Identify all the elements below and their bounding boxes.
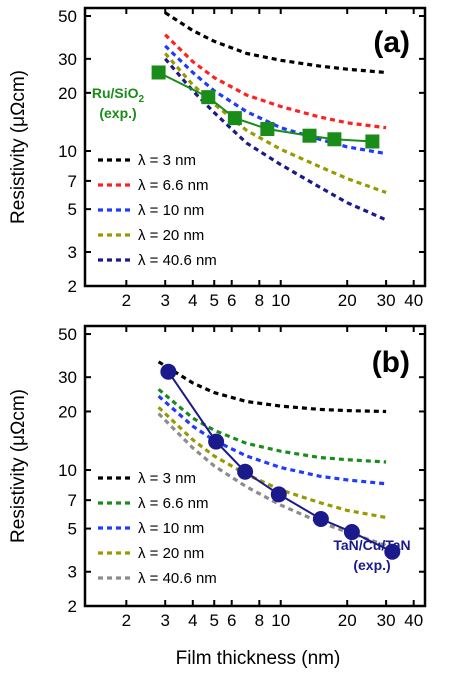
data-point <box>312 511 329 528</box>
legend-entry: λ = 20 nm <box>138 227 204 244</box>
x-tick-label: 5 <box>209 611 218 630</box>
x-tick-label: 20 <box>338 291 357 310</box>
annotation-label-2: (exp.) <box>99 105 136 121</box>
y-tick-label: 50 <box>58 325 77 344</box>
y-axis-label: Resistivity (μΩcm) <box>8 389 29 543</box>
data-point <box>343 524 360 541</box>
x-tick-label: 10 <box>271 291 290 310</box>
y-tick-label: 30 <box>58 368 77 387</box>
series-line-0 <box>157 360 387 414</box>
x-tick-label: 3 <box>160 611 169 630</box>
legend-entry: λ = 20 nm <box>138 545 204 562</box>
data-point <box>365 134 380 149</box>
y-tick-label: 10 <box>58 461 77 480</box>
x-tick-label: 40 <box>404 611 423 630</box>
series-line-3 <box>163 52 387 195</box>
y-tick-label: 3 <box>68 243 77 262</box>
data-point <box>151 65 166 80</box>
y-tick-label: 2 <box>68 277 77 296</box>
annotation-label: Ru/SiO2 <box>92 85 145 105</box>
legend-entry: λ = 6.6 nm <box>138 495 208 512</box>
data-point <box>327 132 342 147</box>
series-line-4 <box>157 412 387 547</box>
data-point <box>270 486 287 503</box>
data-point <box>302 128 317 143</box>
data-point <box>260 121 275 136</box>
x-tick-label: 20 <box>338 611 357 630</box>
plot-frame <box>83 6 427 288</box>
x-tick-label: 30 <box>377 611 396 630</box>
legend-entry: λ = 3 nm <box>138 470 196 487</box>
legend-entry: λ = 6.6 nm <box>138 177 208 194</box>
y-tick-label: 20 <box>58 84 77 103</box>
x-tick-label: 4 <box>188 291 197 310</box>
data-point <box>208 433 225 450</box>
annotation-label: TaN/Cu/TaN <box>333 537 410 553</box>
y-tick-label: 5 <box>68 520 77 539</box>
data-point <box>201 90 216 105</box>
y-tick-label: 2 <box>68 597 77 616</box>
y-tick-label: 7 <box>68 172 77 191</box>
series-line-1 <box>164 33 387 130</box>
annotation-label-2: (exp.) <box>353 557 390 573</box>
x-tick-label: 10 <box>271 611 290 630</box>
x-tick-label: 4 <box>188 611 197 630</box>
x-axis-label: Film thickness (nm) <box>176 648 341 669</box>
x-tick-label: 8 <box>255 291 264 310</box>
y-tick-label: 10 <box>58 142 77 161</box>
legend-entry: λ = 40.6 nm <box>138 570 217 587</box>
x-tick-label: 6 <box>227 611 236 630</box>
legend-entry: λ = 10 nm <box>138 520 204 537</box>
legend-entry: λ = 3 nm <box>138 152 196 169</box>
legend-entry: λ = 10 nm <box>138 202 204 219</box>
data-point <box>384 543 401 560</box>
y-tick-label: 3 <box>68 563 77 582</box>
data-point <box>160 363 177 380</box>
data-point <box>227 111 242 126</box>
y-tick-label: 50 <box>58 7 77 26</box>
series-line-1 <box>157 388 387 464</box>
panel-label: (a) <box>373 26 410 59</box>
series-line-4 <box>163 57 387 222</box>
legend-entry: λ = 40.6 nm <box>138 252 217 269</box>
x-tick-label: 2 <box>122 291 131 310</box>
annotation-subscript: 2 <box>139 94 145 105</box>
y-tick-label: 30 <box>58 50 77 69</box>
y-tick-label: 7 <box>68 491 77 510</box>
x-tick-label: 2 <box>122 611 131 630</box>
series-line-0 <box>164 11 387 75</box>
y-tick-label: 20 <box>58 402 77 421</box>
series-line-2 <box>164 44 387 156</box>
x-tick-label: 3 <box>160 291 169 310</box>
data-point <box>237 463 254 480</box>
panel-label: (b) <box>372 346 410 379</box>
x-tick-label: 40 <box>404 291 423 310</box>
plot-frame <box>83 324 427 608</box>
x-tick-label: 8 <box>255 611 264 630</box>
series-line-2 <box>157 394 387 486</box>
x-tick-label: 30 <box>377 291 396 310</box>
x-tick-label: 5 <box>209 291 218 310</box>
x-tick-label: 6 <box>227 291 236 310</box>
y-tick-label: 5 <box>68 200 77 219</box>
series-line-3 <box>157 406 387 520</box>
y-axis-label: Resistivity (μΩcm) <box>8 70 29 224</box>
